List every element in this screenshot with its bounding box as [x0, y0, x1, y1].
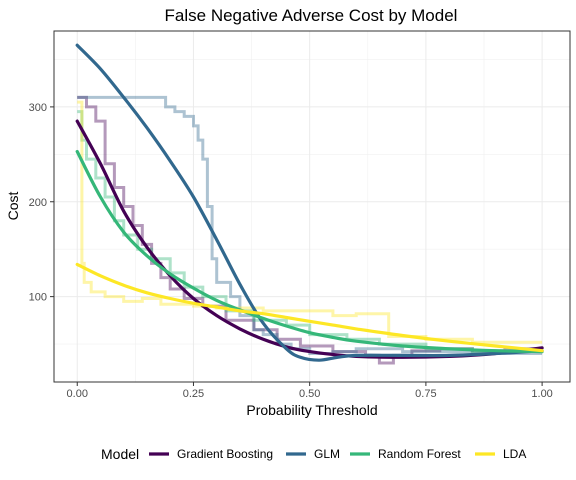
- series-smooth-lda: [75, 262, 544, 353]
- panel-border: [53, 30, 571, 383]
- legend-items: Gradient Boosting GLM Random Forest LDA: [149, 447, 526, 461]
- y-tick-label: 200: [29, 197, 47, 209]
- smooth-lines: [75, 43, 544, 362]
- y-tick-label: 300: [29, 102, 47, 114]
- x-axis: 0.00 0.25 0.50 0.75 1.00: [67, 382, 553, 400]
- legend: Model Gradient Boosting GLM Random Forest L…: [101, 446, 526, 462]
- x-tick-label: 0.25: [183, 388, 204, 400]
- x-tick-label: 0.00: [67, 388, 88, 400]
- legend-label: GLM: [314, 447, 340, 461]
- series-raw-random-forest: [77, 110, 543, 354]
- plot-area: [53, 30, 571, 383]
- legend-title: Model: [101, 446, 139, 462]
- legend-item-lda: LDA: [475, 447, 526, 461]
- legend-label: LDA: [503, 447, 526, 461]
- x-axis-title: Probability Threshold: [246, 402, 377, 418]
- chart-title: False Negative Adverse Cost by Model: [165, 6, 458, 25]
- legend-item-random-forest: Random Forest: [350, 447, 461, 461]
- legend-item-gradient-boosting: Gradient Boosting: [149, 447, 273, 461]
- grid: [54, 31, 570, 382]
- y-axis-title: Cost: [5, 192, 21, 221]
- series-raw-glm: [77, 95, 543, 355]
- x-tick-label: 0.75: [415, 388, 436, 400]
- series-smooth-gradient-boosting: [75, 119, 544, 359]
- x-tick-label: 1.00: [531, 388, 552, 400]
- legend-label: Gradient Boosting: [177, 447, 273, 461]
- series-smooth-glm: [75, 43, 544, 362]
- y-tick-label: 100: [29, 292, 47, 304]
- legend-label: Random Forest: [378, 447, 461, 461]
- series-smooth-random-forest: [75, 149, 544, 354]
- y-axis: 100 200 300: [29, 102, 54, 304]
- x-tick-label: 0.50: [299, 388, 320, 400]
- legend-item-glm: GLM: [286, 447, 340, 461]
